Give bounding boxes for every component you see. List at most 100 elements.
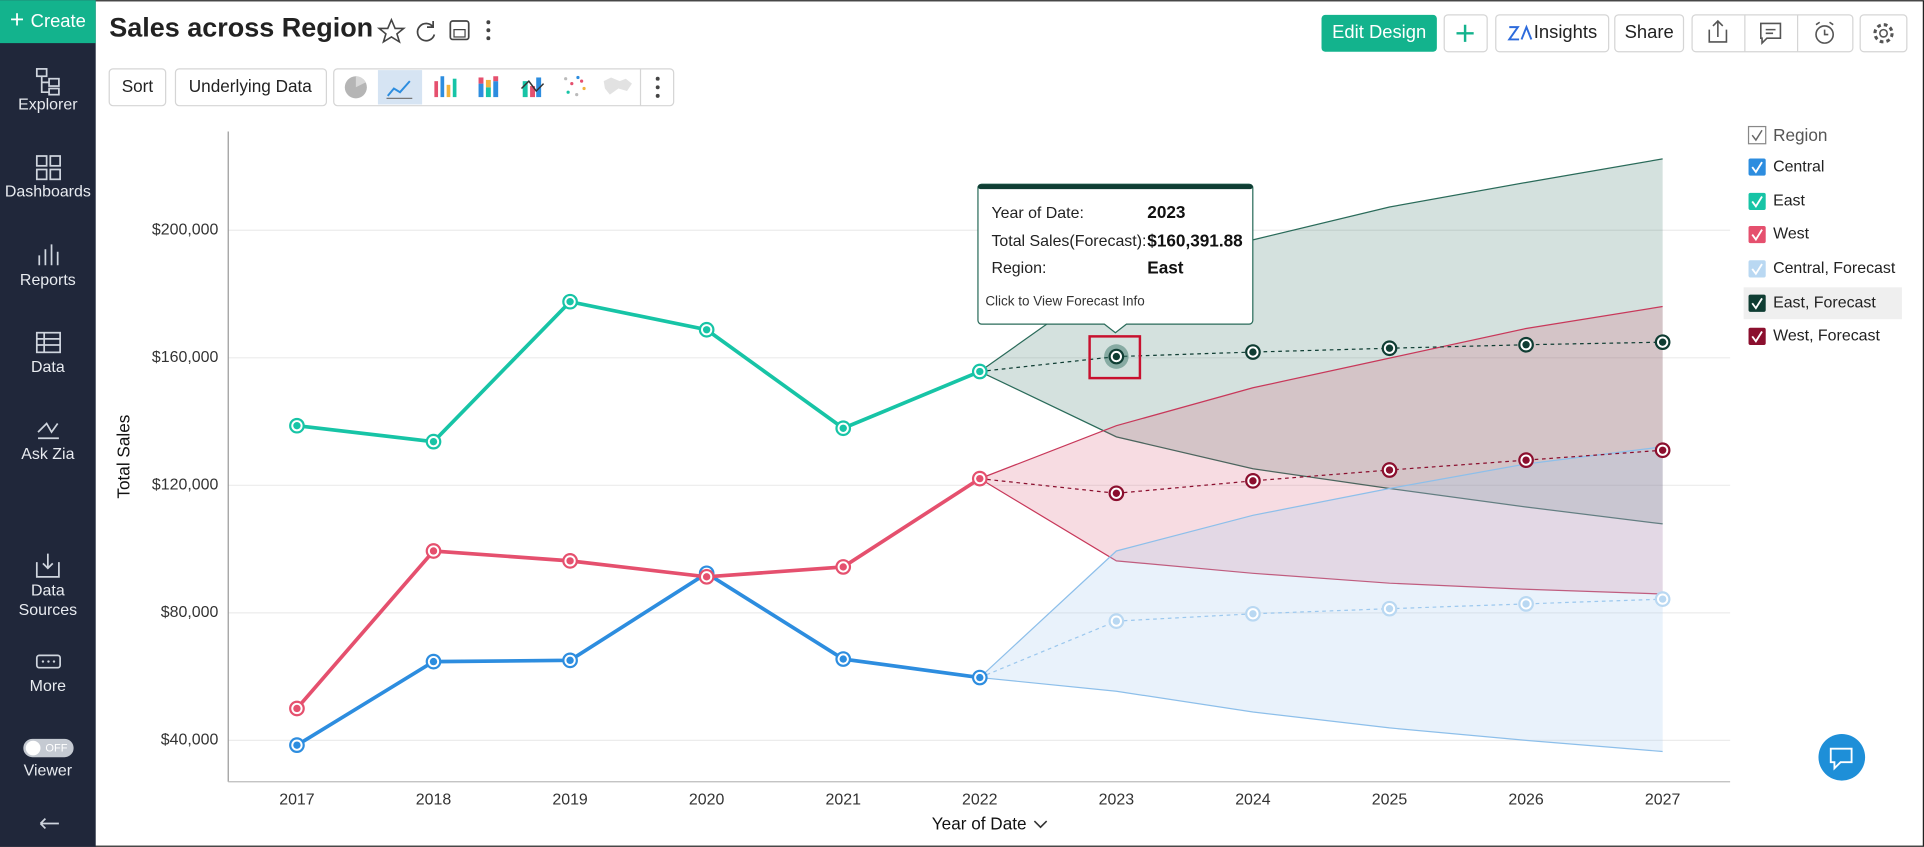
- y-tick-label: $160,000: [152, 349, 219, 366]
- chart-type-selected: [377, 70, 423, 105]
- x-tick-label: 2023: [1099, 791, 1135, 808]
- sidebar-label: Viewer: [23, 760, 73, 780]
- sidebar-item[interactable]: Viewer: [0, 761, 96, 805]
- forecast-connector: [979, 355, 1117, 373]
- legend-check: [1751, 263, 1763, 276]
- sidebar-label: Data Sources: [18, 580, 78, 619]
- legend-title-checkbox[interactable]: [1747, 125, 1767, 145]
- legend-title-check: [1751, 129, 1763, 142]
- report-title: Sales across Region: [109, 13, 373, 43]
- legend-label[interactable]: East: [1773, 193, 1805, 210]
- data-point-core: [429, 437, 438, 446]
- sidebar-item[interactable]: Reports: [0, 270, 96, 314]
- forecast-band: [979, 446, 1663, 752]
- data-point-core: [839, 655, 847, 663]
- series-line: [295, 571, 981, 747]
- sidebar-item[interactable]: Data: [0, 357, 96, 401]
- legend-swatch[interactable]: [1748, 327, 1766, 345]
- tooltip-value: 2023: [1147, 202, 1185, 222]
- data-point-core: [702, 326, 711, 334]
- sidebar-item[interactable]: More: [0, 676, 96, 720]
- legend-label[interactable]: Central: [1773, 158, 1824, 175]
- data-point-core: [566, 656, 574, 665]
- x-tick-label: 2027: [1645, 791, 1681, 808]
- share-button[interactable]: [1614, 14, 1685, 53]
- legend-label[interactable]: West, Forecast: [1773, 328, 1880, 345]
- data-point-core: [1385, 344, 1394, 352]
- data-point-core: [429, 657, 438, 666]
- data-point-core: [1522, 600, 1530, 608]
- y-tick-label: $40,000: [161, 732, 219, 749]
- legend-swatch[interactable]: [1748, 294, 1766, 312]
- band-edge: [979, 305, 1663, 480]
- tooltip-label: Year of Date:: [991, 205, 1083, 222]
- sidebar-item[interactable]: Explorer: [0, 95, 96, 139]
- tooltip-footer[interactable]: Click to View Forecast Info: [985, 294, 1144, 309]
- x-tick-label: 2022: [962, 791, 998, 808]
- band-edge: [979, 478, 1663, 595]
- x-tick-label: 2026: [1508, 791, 1544, 808]
- sidebar: [0, 0, 96, 847]
- data-point-core: [976, 474, 984, 483]
- data-point-core: [1249, 610, 1257, 618]
- y-tick-label: $80,000: [161, 604, 219, 621]
- settings-button[interactable]: [1859, 14, 1908, 53]
- sidebar-item[interactable]: Data Sources: [0, 581, 96, 625]
- sidebar-item[interactable]: Ask Zia: [0, 444, 96, 488]
- data-point-core: [1522, 456, 1530, 464]
- data-point-core: [1385, 466, 1394, 474]
- tooltip-value: East: [1147, 257, 1184, 277]
- forecast-band: [979, 158, 1663, 524]
- edit-design-button[interactable]: [1321, 14, 1437, 52]
- legend-check: [1751, 196, 1763, 208]
- chat-button[interactable]: [1818, 733, 1866, 781]
- legend-check: [1751, 229, 1763, 242]
- x-tick-label: 2017: [279, 791, 315, 808]
- legend-label[interactable]: Central, Forecast: [1773, 260, 1896, 277]
- data-point-core: [293, 422, 301, 430]
- sort-button[interactable]: [108, 68, 167, 107]
- data-point-core: [1112, 617, 1121, 625]
- x-tick-label: 2025: [1372, 791, 1408, 808]
- forecast-connector: [979, 478, 1117, 494]
- highlight-box: [1088, 335, 1142, 380]
- legend-swatch[interactable]: [1748, 158, 1766, 176]
- share-label: Share: [1625, 21, 1674, 42]
- sort-label: Sort: [122, 76, 154, 96]
- gear-icon: [1873, 23, 1894, 44]
- legend-check: [1751, 161, 1763, 174]
- create-button[interactable]: [0, 0, 96, 44]
- sidebar-label: Dashboards: [4, 181, 91, 201]
- data-point-core: [1522, 341, 1530, 349]
- legend-label[interactable]: East, Forecast: [1773, 294, 1876, 311]
- band-edge: [979, 446, 1663, 679]
- data-point-core: [293, 704, 301, 713]
- legend-swatch[interactable]: [1748, 260, 1766, 278]
- underlying-data-button[interactable]: [174, 68, 328, 107]
- tooltip-value: $160,391.88: [1147, 230, 1243, 250]
- data-point-core: [1112, 352, 1121, 361]
- data-point-core: [702, 573, 711, 581]
- forecast-connector: [979, 620, 1117, 679]
- create-label: Create: [31, 10, 86, 31]
- sidebar-item[interactable]: Dashboards: [0, 182, 96, 226]
- x-axis-title[interactable]: Year of Date: [932, 813, 1027, 833]
- sidebar-label: Reports: [19, 270, 76, 289]
- legend-title: Region: [1773, 125, 1827, 145]
- gear-core: [1879, 28, 1888, 38]
- y-tick-label: $200,000: [152, 222, 219, 239]
- legend-label[interactable]: West: [1773, 226, 1810, 243]
- plus-icon: +: [10, 7, 24, 34]
- insights-button[interactable]: [1495, 14, 1610, 53]
- action-icons: [1708, 19, 1834, 46]
- chart-type-icons: [344, 75, 660, 99]
- x-axis-dropdown[interactable]: [1033, 820, 1048, 829]
- data-point-core: [976, 673, 984, 682]
- x-tick-label: 2020: [689, 791, 725, 808]
- legend-swatch[interactable]: [1748, 225, 1766, 244]
- tooltip[interactable]: Year of Date: 2023 Total Sales(Forecast)…: [977, 183, 1254, 334]
- legend-swatch[interactable]: [1748, 192, 1766, 210]
- band-edge: [979, 676, 1663, 753]
- sidebar-label: More: [29, 676, 67, 695]
- tooltip-accent: [977, 184, 1253, 190]
